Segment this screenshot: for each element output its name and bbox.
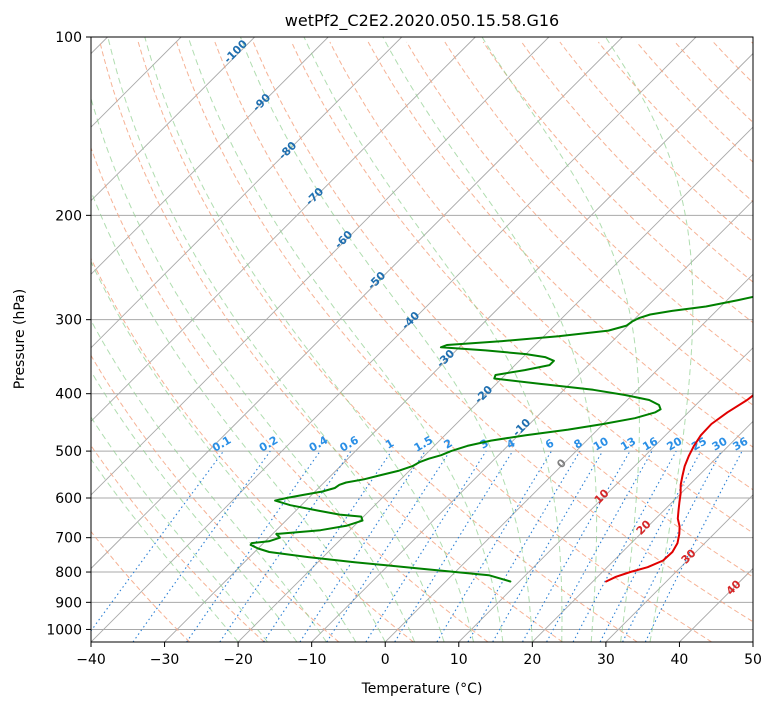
dry-adiabat [176,41,712,642]
moist-adiabat [91,458,239,642]
mixing-ratio-line [132,450,271,642]
x-tick-label: −40 [76,652,106,668]
dry-adiabat [367,41,753,448]
y-tick-label: 100 [55,30,82,46]
moist-adiabat [91,189,386,642]
temperature-profile-line [605,394,753,583]
y-tick-label: 800 [55,565,82,581]
x-tick-label: −10 [297,652,327,668]
y-tick-label: 700 [55,531,82,547]
dry-adiabat [137,41,638,642]
mixing-ratio-line [299,450,426,642]
mixing-ratio-line [599,450,702,642]
y-tick-label: 400 [55,387,82,403]
x-tick-label: −30 [150,652,180,668]
x-tick-label: 10 [450,652,468,668]
isotherm-line [91,37,550,496]
plot-frame [90,36,754,643]
moist-adiabat [303,37,563,642]
mixing-ratio-line [219,450,352,642]
dry-adiabat [91,444,265,642]
x-tick-label: 0 [381,652,390,668]
dry-adiabat [99,41,563,642]
dry-adiabat [597,41,753,203]
y-tick-label: 1000 [46,622,82,638]
moist-adiabat [481,37,640,642]
moist-adiabat [239,37,533,642]
isotherm-line [237,126,753,642]
dry-adiabat [291,41,753,534]
y-axis-ticks: 100 200 300 400 500 600 700 800 900 1000 [46,30,91,638]
dry-adiabat [252,41,753,578]
y-tick-label: 900 [55,595,82,611]
isotherm-line [311,200,753,642]
isotherm-line [752,641,753,642]
isotherm-line [91,37,697,642]
isotherm-line [91,37,329,275]
dry-adiabat [329,41,753,491]
mixing-ratio-line [365,450,487,642]
profile-lines [249,295,753,583]
moist-adiabat [382,37,598,642]
isotherm-line [91,37,623,570]
mixing-ratio-line [326,450,451,642]
isotherm-line [605,494,753,642]
x-tick-label: 50 [744,652,762,668]
isotherm-line [532,420,753,642]
x-tick-label: 40 [671,652,689,668]
moist-adiabat [187,37,504,642]
dry-adiabat [482,41,753,324]
isotherm-line [384,273,753,642]
x-tick-label: 30 [597,652,615,668]
isotherm-line [91,37,255,202]
isotherm-line [458,347,753,642]
dry-adiabat [91,146,489,642]
x-axis-ticks: −40 −30 −20 −10 0 10 20 30 40 50 [76,642,762,668]
moist-adiabat [91,370,298,642]
mixing-ratio-line [394,450,514,642]
dry-adiabat [444,41,753,365]
x-axis-label: Temperature (°C) [361,681,483,697]
y-axis-label: Pressure (hPa) [12,289,28,389]
y-tick-label: 600 [55,491,82,507]
dry-adiabat [91,354,340,642]
dry-adiabat [91,257,414,642]
mixing-ratio-line [572,450,677,642]
isotherm-line [91,37,476,422]
dry-adiabat [751,41,753,45]
mixing-ratio-line [436,450,552,642]
y-tick-label: 200 [55,208,82,224]
mixing-ratio-line [467,450,581,642]
mixing-ratio-line [186,450,321,642]
y-tick-label: 300 [55,313,82,329]
moist-adiabat [604,37,694,642]
moist-adiabat [91,319,327,642]
plot-area [91,37,753,642]
moist-adiabat [144,37,474,642]
x-tick-label: 20 [523,652,541,668]
y-tick-label: 500 [55,444,82,460]
chart-title: wetPf2_C2E2.2020.050.15.58.G16 [285,11,559,31]
moist-adiabat [107,37,445,642]
x-tick-label: −20 [223,652,253,668]
moist-adiabat [91,96,416,642]
moist-adiabat [91,416,268,642]
dewpoint-profile-line [249,295,753,583]
moist-adiabat [91,260,357,642]
mixing-ratio-line [263,450,392,642]
